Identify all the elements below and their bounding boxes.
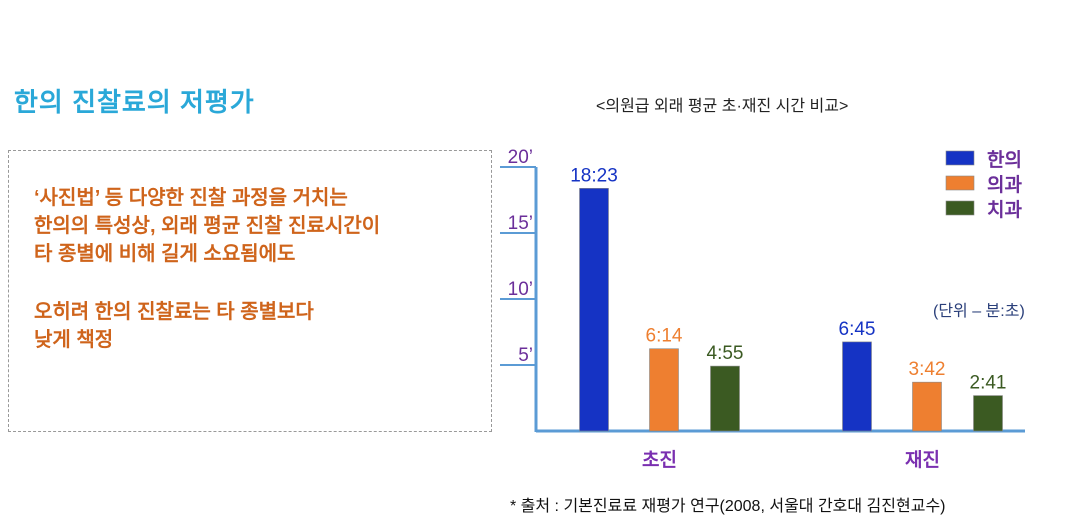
- description-line: 낮게 책정: [34, 329, 114, 351]
- bar-치과: [710, 365, 740, 432]
- description-paragraph-2: 오히려 한의 진찰료는 타 종별보다 낮게 책정: [34, 298, 314, 354]
- bar-의과: [649, 348, 679, 432]
- legend-label: 한의: [987, 149, 1022, 171]
- bar-의과: [912, 381, 942, 432]
- data-label: 4:55: [707, 343, 744, 364]
- legend-label: 치과: [987, 199, 1022, 221]
- bar-한의: [579, 188, 609, 432]
- description-box: [8, 150, 492, 432]
- description-line: 타 종별에 비해 길게 소요됨에도: [34, 243, 296, 265]
- bar-치과: [973, 395, 1003, 432]
- description-paragraph-1: ‘사진법’ 등 다양한 진찰 과정을 거치는 한의의 특성상, 외래 평균 진찰…: [34, 184, 380, 268]
- unit-note: (단위 – 분:초): [933, 302, 1025, 320]
- data-label: 18:23: [570, 165, 618, 186]
- x-category-label: 재진: [905, 449, 940, 471]
- chart-title: <의원급 외래 평균 초·재진 시간 비교>: [596, 98, 849, 115]
- description-line: 한의의 특성상, 외래 평균 진찰 진료시간이: [34, 215, 381, 237]
- bar-한의: [842, 341, 872, 432]
- legend-swatch: [945, 150, 975, 166]
- y-tick-label: 15’: [508, 213, 533, 234]
- data-label: 6:45: [839, 319, 876, 340]
- data-label: 3:42: [909, 359, 946, 380]
- y-tick-label: 20’: [508, 147, 533, 168]
- description-line: 오히려 한의 진찰료는 타 종별보다: [34, 301, 314, 323]
- y-tick-label: 5’: [518, 345, 533, 366]
- legend-swatch: [945, 200, 975, 216]
- legend-label: 의과: [987, 174, 1022, 196]
- data-label: 2:41: [970, 373, 1007, 394]
- source-note: * 출처 : 기본진료료 재평가 연구(2008, 서울대 간호대 김진현교수): [510, 498, 946, 515]
- page-title: 한의 진찰료의 저평가: [14, 87, 255, 117]
- legend-swatch: [945, 175, 975, 191]
- x-category-label: 초진: [642, 449, 677, 471]
- description-line: ‘사진법’ 등 다양한 진찰 과정을 거치는: [34, 187, 348, 209]
- y-tick-label: 10’: [508, 279, 533, 300]
- data-label: 6:14: [646, 326, 683, 347]
